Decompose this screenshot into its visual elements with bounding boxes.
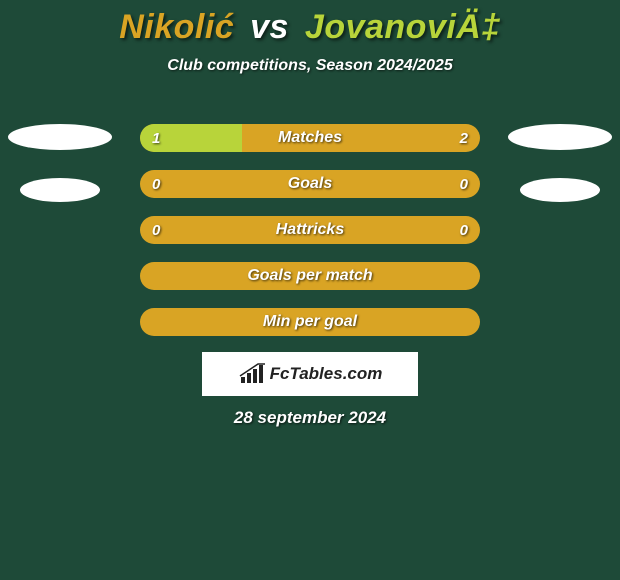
subtitle: Club competitions, Season 2024/2025 xyxy=(0,57,620,75)
stat-label: Goals xyxy=(140,170,480,198)
source-badge: FcTables.com xyxy=(202,352,418,396)
stat-label: Min per goal xyxy=(140,308,480,336)
date-text: 28 september 2024 xyxy=(0,408,620,428)
title-player1: Nikolić xyxy=(119,8,234,46)
stat-label: Matches xyxy=(140,124,480,152)
stat-value-right: 0 xyxy=(448,170,480,198)
avatar-club1 xyxy=(20,178,100,202)
page-title: Nikolić vs JovanoviÄ‡ xyxy=(0,8,620,47)
stat-label: Goals per match xyxy=(140,262,480,290)
title-vs: vs xyxy=(250,8,289,46)
avatar-player2 xyxy=(508,124,612,150)
stat-value-left: 0 xyxy=(140,216,172,244)
avatar-player1 xyxy=(8,124,112,150)
stat-label: Hattricks xyxy=(140,216,480,244)
badge-text: FcTables.com xyxy=(270,364,383,384)
stat-value-right: 0 xyxy=(448,216,480,244)
stat-row: Goals0 0 xyxy=(140,170,480,198)
stat-row: Goals per match xyxy=(140,262,480,290)
title-player2: JovanoviÄ‡ xyxy=(305,8,501,46)
avatar-club2 xyxy=(520,178,600,202)
content: Nikolić vs JovanoviÄ‡ Club competitions,… xyxy=(0,0,620,580)
chart-icon xyxy=(238,363,266,385)
stat-value-left: 1 xyxy=(140,124,172,152)
stat-row: Hattricks0 0 xyxy=(140,216,480,244)
stat-value-left: 0 xyxy=(140,170,172,198)
stat-bars: Matches12Goals00Hattricks00Goals per mat… xyxy=(140,124,480,354)
stat-row: Min per goal xyxy=(140,308,480,336)
stat-row: Matches1 2 xyxy=(140,124,480,152)
stat-value-right: 2 xyxy=(448,124,480,152)
